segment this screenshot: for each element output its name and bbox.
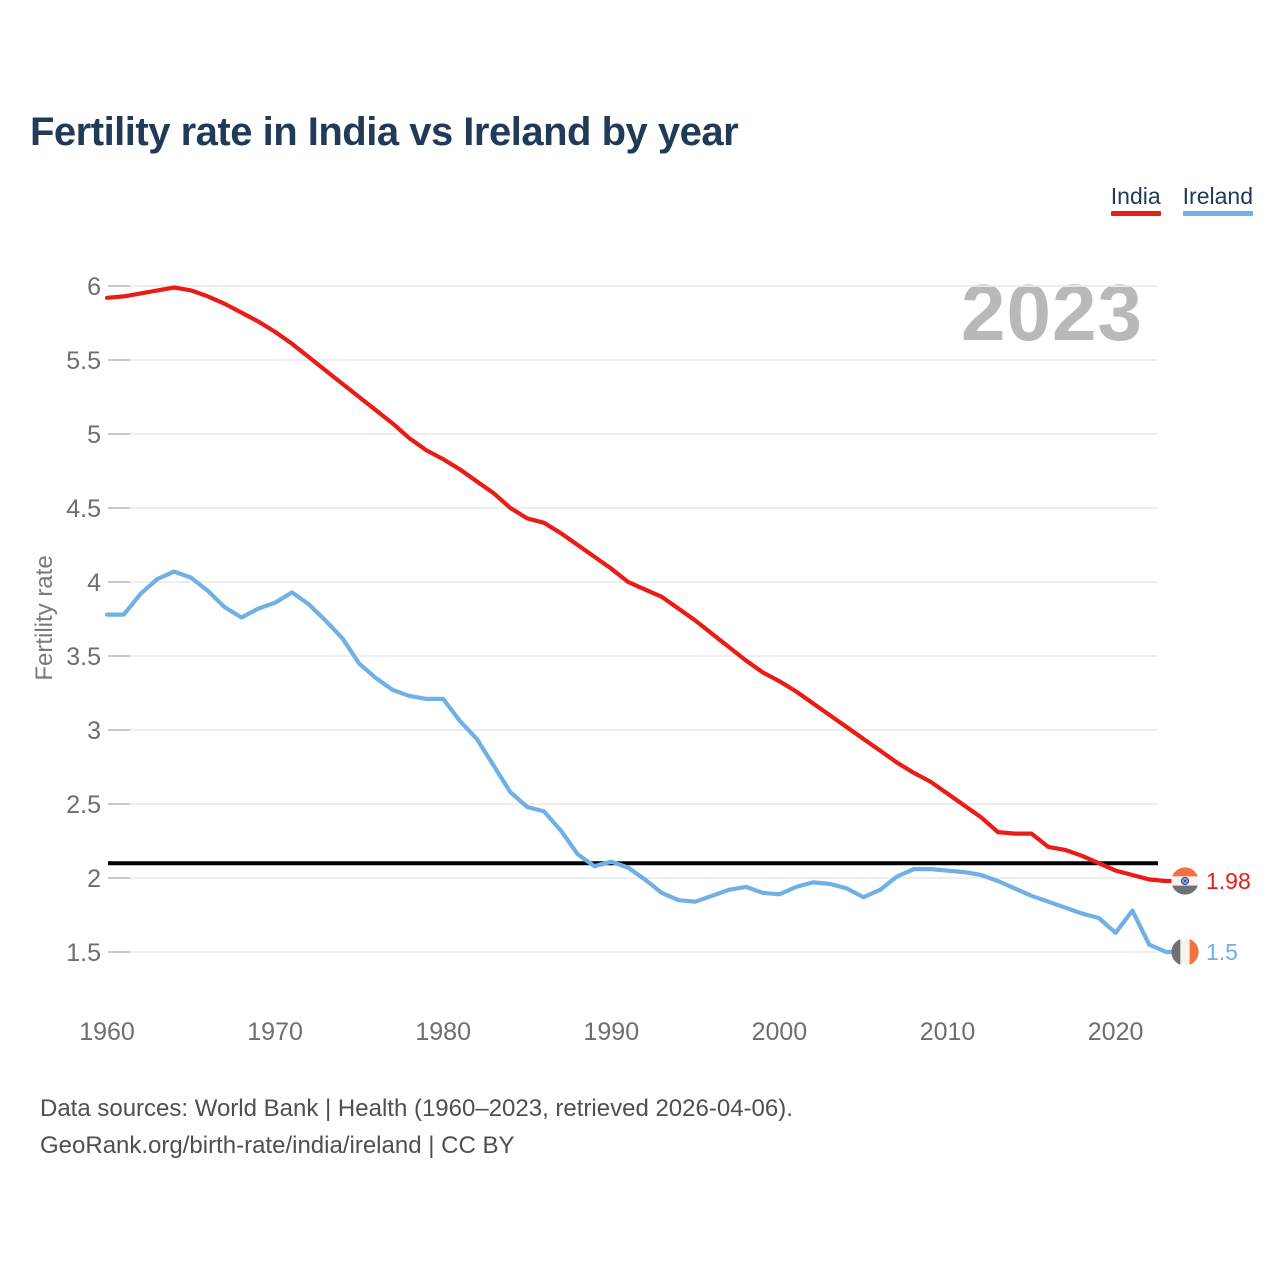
svg-text:5: 5 xyxy=(87,421,101,449)
svg-text:2000: 2000 xyxy=(752,1018,808,1046)
attribution-line: GeoRank.org/birth-rate/india/ireland | C… xyxy=(40,1132,515,1159)
footer: Data sources: World Bank | Health (1960–… xyxy=(40,1090,793,1164)
legend: India Ireland xyxy=(1110,183,1253,216)
svg-text:4: 4 xyxy=(87,569,101,597)
svg-text:2.5: 2.5 xyxy=(66,791,101,819)
svg-text:5.5: 5.5 xyxy=(66,347,101,375)
page-title: Fertility rate in India vs Ireland by ye… xyxy=(30,110,739,154)
svg-text:1.5: 1.5 xyxy=(66,939,101,967)
legend-item-india[interactable]: India xyxy=(1110,183,1161,216)
svg-text:4.5: 4.5 xyxy=(66,495,101,523)
legend-item-ireland[interactable]: Ireland xyxy=(1182,183,1253,216)
svg-text:1990: 1990 xyxy=(583,1018,639,1046)
legend-underline-ireland xyxy=(1182,211,1253,216)
ireland-flag-circle-icon xyxy=(1171,938,1199,966)
legend-underline-india xyxy=(1110,211,1161,216)
svg-text:3: 3 xyxy=(87,717,101,745)
svg-text:2020: 2020 xyxy=(1088,1018,1144,1046)
svg-text:2: 2 xyxy=(87,865,101,893)
legend-label-india: India xyxy=(1110,183,1161,209)
svg-text:2010: 2010 xyxy=(920,1018,976,1046)
svg-text:1980: 1980 xyxy=(415,1018,471,1046)
svg-text:1960: 1960 xyxy=(79,1018,135,1046)
data-source-line: Data sources: World Bank | Health (1960–… xyxy=(40,1095,793,1122)
legend-label-ireland: Ireland xyxy=(1182,183,1253,209)
svg-text:1970: 1970 xyxy=(247,1018,303,1046)
svg-text:3.5: 3.5 xyxy=(66,643,101,671)
india-flag-circle-icon xyxy=(1171,867,1199,895)
svg-text:6: 6 xyxy=(87,273,101,301)
india-end-value: 1.98 xyxy=(1206,868,1251,894)
ireland-end-value: 1.5 xyxy=(1206,939,1238,965)
